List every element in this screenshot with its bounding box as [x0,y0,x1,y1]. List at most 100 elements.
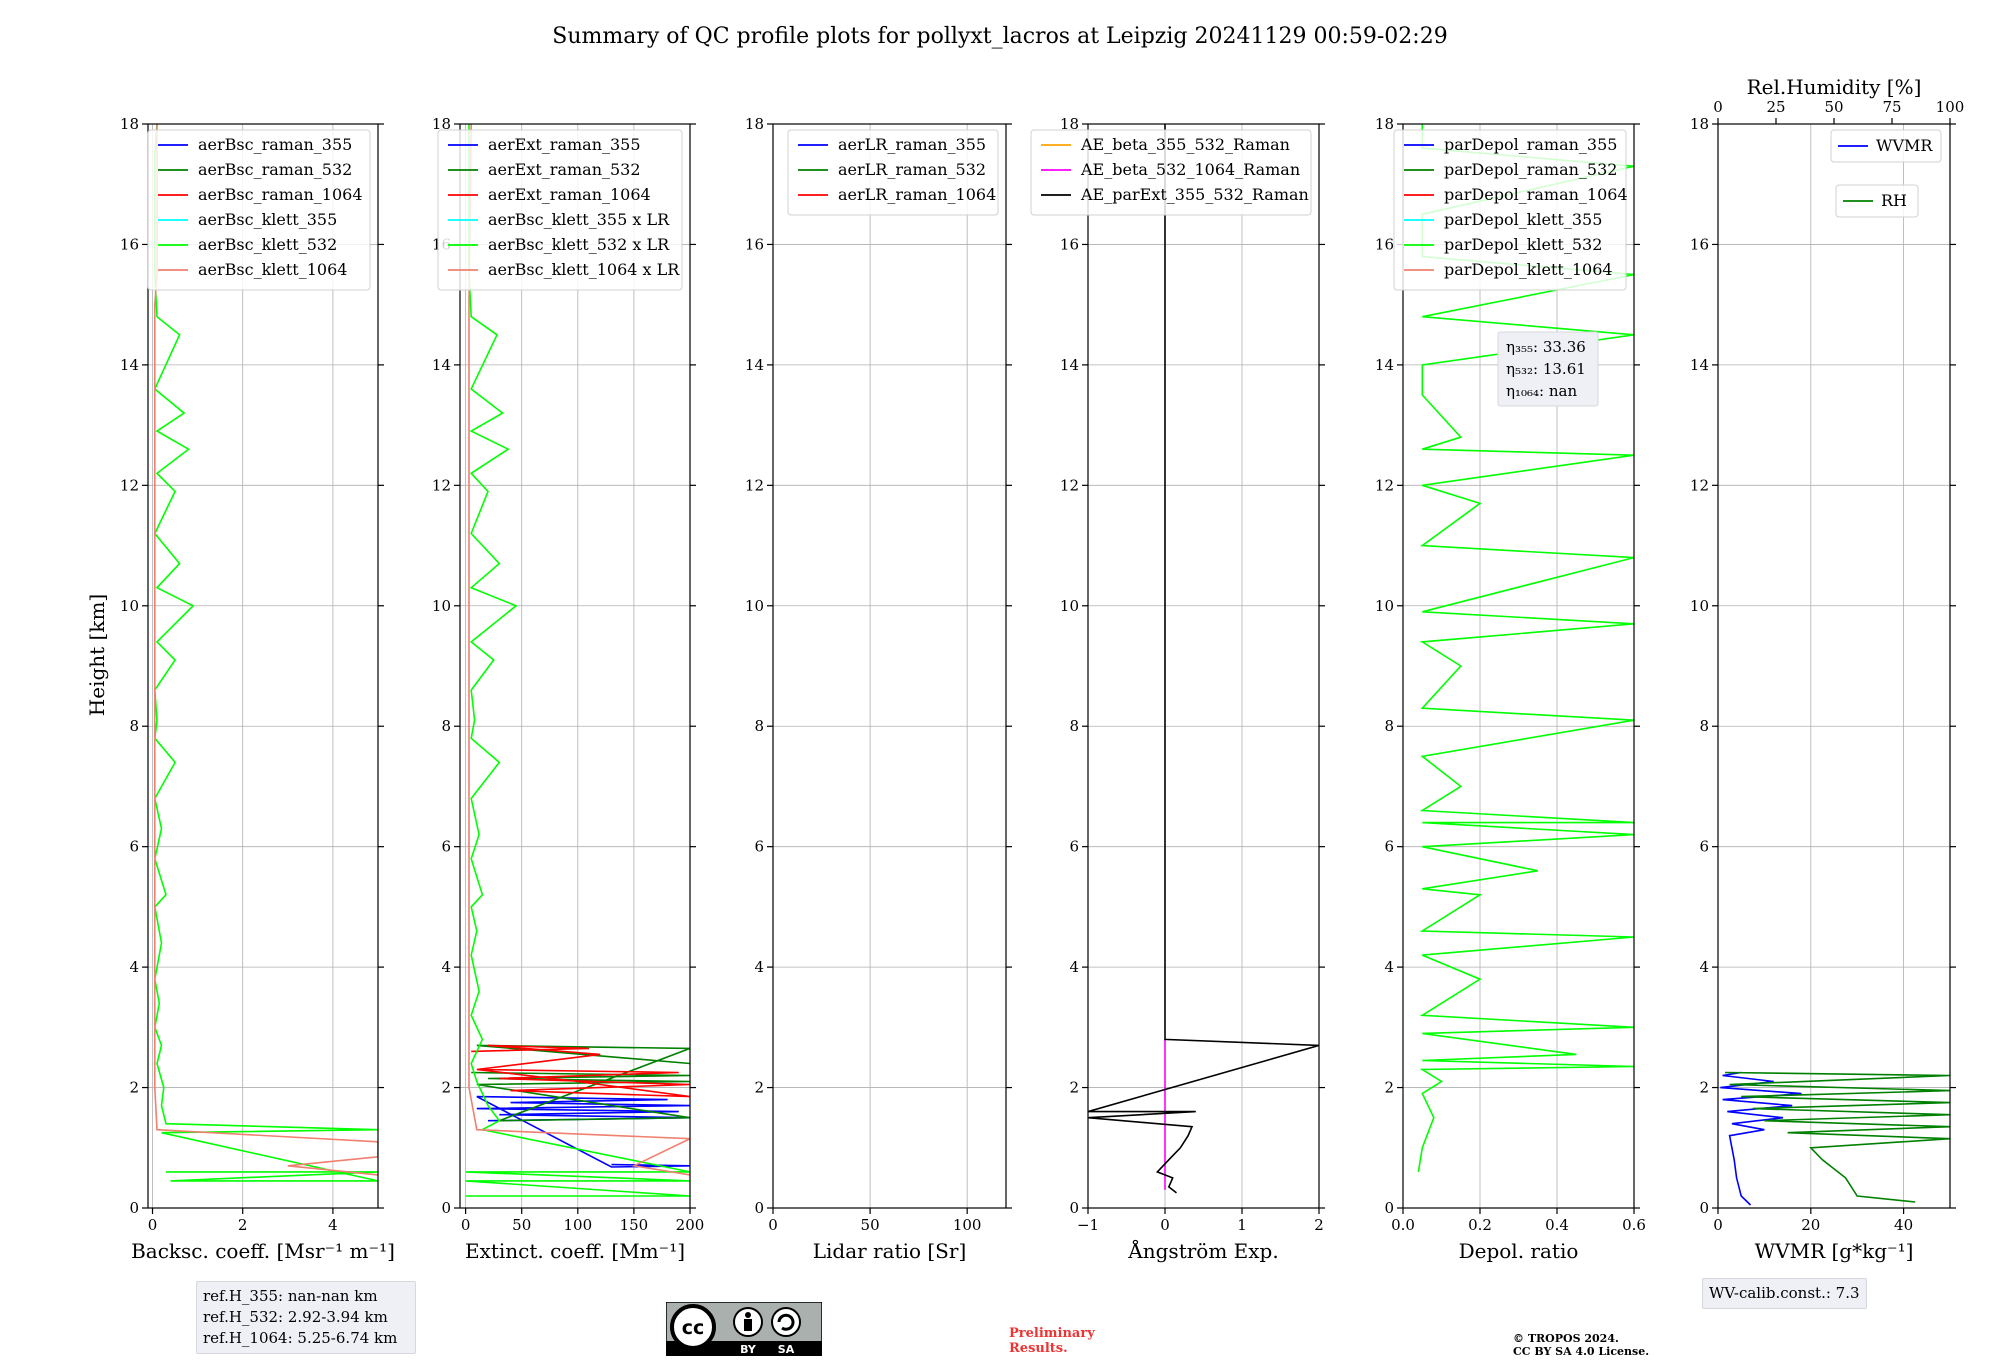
y-tick-label: 18 [432,115,451,133]
x-tick-label: 2 [1314,1216,1324,1234]
x-tick-label: 0 [1160,1216,1170,1234]
eta-annotation-line: η₁₀₆₄: nan [1506,382,1577,400]
legend-label: parDepol_klett_1064 [1444,260,1613,279]
y-tick-label: 0 [1069,1199,1079,1217]
wv-calib-text: WV-calib.const.: 7.3 [1709,1284,1860,1302]
legend-label: aerExt_raman_355 [488,135,641,154]
panel-3: 0 2 4 6 8 10 12 14 16 18 0 50 100 Lidar ratio [Sr] aer… [745,115,1012,1263]
y-tick-label: 4 [129,958,139,976]
cc-license-badge: cc BY SA [666,1302,822,1356]
y-tick-label: 4 [754,958,764,976]
axes-frame [1087,123,1320,1209]
x-axis-label: Ångström Exp. [1127,1238,1278,1263]
legend-label: aerBsc_raman_1064 [198,185,363,204]
y-tick-label: 2 [1069,1079,1079,1097]
y-tick-label: 18 [120,115,139,133]
y-tick-label: 0 [1384,1199,1394,1217]
x-tick-label: −1 [1077,1216,1099,1234]
legend-label: parDepol_raman_532 [1444,160,1617,179]
x-tick-label: 100 [563,1216,592,1234]
panel-2: 024681012141618050100150200Extinct. coef… [432,115,704,1263]
legend-box [437,129,683,291]
y-tick-label: 18 [1690,115,1709,133]
series-group [153,124,378,1182]
y-tick-label: 12 [120,476,139,494]
y-tick-label: 10 [1375,597,1394,615]
x-axis-label: WVMR [g*kg⁻¹] [1755,1239,1914,1263]
top-tick-label: 25 [1766,98,1785,116]
x-tick-label: 0 [768,1216,778,1234]
sa-share-icon [771,1307,801,1337]
top-tick-label: 0 [1713,98,1723,116]
y-tick-label: 12 [745,476,764,494]
legend-label: parDepol_raman_1064 [1444,185,1628,204]
y-tick-label: 18 [1060,115,1079,133]
series-line-WVMR [1720,1071,1802,1206]
legend-label: aerLR_raman_1064 [838,185,996,204]
y-tick-label: 8 [1069,717,1079,735]
series-line-aerBsc_klett_1064 [154,124,378,1176]
sa-label: SA [778,1343,795,1356]
y-tick-label: 12 [1375,476,1394,494]
legend-label: aerBsc_klett_355 x LR [488,210,670,229]
x-axis-label: Backsc. coeff. [Msr⁻¹ m⁻¹] [131,1239,395,1263]
y-tick-label: 4 [1069,958,1079,976]
x-tick-label: 50 [512,1216,531,1234]
axes-frame [1717,123,1951,1209]
y-tick-label: 2 [1384,1079,1394,1097]
preliminary-line-2: Results. [1009,1341,1068,1356]
y-tick-label: 16 [745,235,764,253]
y-tick-label: 6 [1069,838,1079,856]
y-tick-label: 18 [1375,115,1394,133]
ref-height-box: ref.H_355: nan-nan km ref.H_532: 2.92-3.… [196,1281,416,1354]
y-tick-label: 14 [1690,356,1709,374]
cc-logo-icon [670,1304,716,1350]
legend-label: AE_beta_355_532_Raman [1080,135,1290,154]
top-axis-label: Rel.Humidity [%] [1747,75,1922,99]
legend-label: aerExt_raman_1064 [488,185,651,204]
y-tick-label: 2 [441,1079,451,1097]
x-axis-label: Lidar ratio [Sr] [813,1239,967,1263]
y-tick-label: 6 [1699,838,1709,856]
legend-label: aerBsc_klett_1064 x LR [488,260,680,279]
top-tick-label: 75 [1882,98,1901,116]
y-tick-label: 10 [120,597,139,615]
x-tick-label: 40 [1894,1216,1913,1234]
x-tick-label: 0.2 [1468,1216,1492,1234]
preliminary-note: Preliminary Results. [1009,1326,1095,1356]
y-tick-label: 14 [745,356,764,374]
x-tick-label: 0.0 [1391,1216,1415,1234]
x-tick-label: 1 [1237,1216,1247,1234]
y-tick-label: 8 [754,717,764,735]
y-tick-label: 12 [432,476,451,494]
y-tick-label: 10 [1690,597,1709,615]
y-tick-label: 10 [432,597,451,615]
y-tick-label: 10 [1060,597,1079,615]
axes-frame [459,123,691,1209]
y-tick-label: 4 [1384,958,1394,976]
panel-5: 0 2 4 6 8 10 12 14 16 18 0.0 0.2 0.4 0.6 Depol. ratio p… [1375,115,1646,1263]
top-tick-label: 50 [1824,98,1843,116]
series-line-aerBsc_klett_532 x LR [465,124,690,1197]
eta-annotation-line: η₃₅₅: 33.36 [1506,338,1586,356]
series-line-aerBsc_klett_1064 x LR [468,124,690,1176]
y-tick-label: 14 [432,356,451,374]
series-line-AE_parExt_355_532_Raman [1088,124,1319,1194]
legend-box [1835,184,1919,218]
legend-label: AE_parExt_355_532_Raman [1080,185,1309,204]
x-axis-label: Depol. ratio [1459,1239,1579,1263]
series-line-aerExt_raman_1064 [471,1044,690,1098]
legend-box [147,129,371,291]
y-tick-label: 8 [1384,717,1394,735]
legend-label: AE_beta_532_1064_Raman [1080,160,1300,179]
ref-height-355: ref.H_355: nan-nan km [203,1287,378,1305]
legend-label: RH [1881,191,1907,210]
x-tick-label: 20 [1801,1216,1820,1234]
series-group [1417,124,1634,1173]
y-tick-label: 14 [120,356,139,374]
by-label: BY [740,1343,757,1356]
x-tick-label: 100 [953,1216,982,1234]
